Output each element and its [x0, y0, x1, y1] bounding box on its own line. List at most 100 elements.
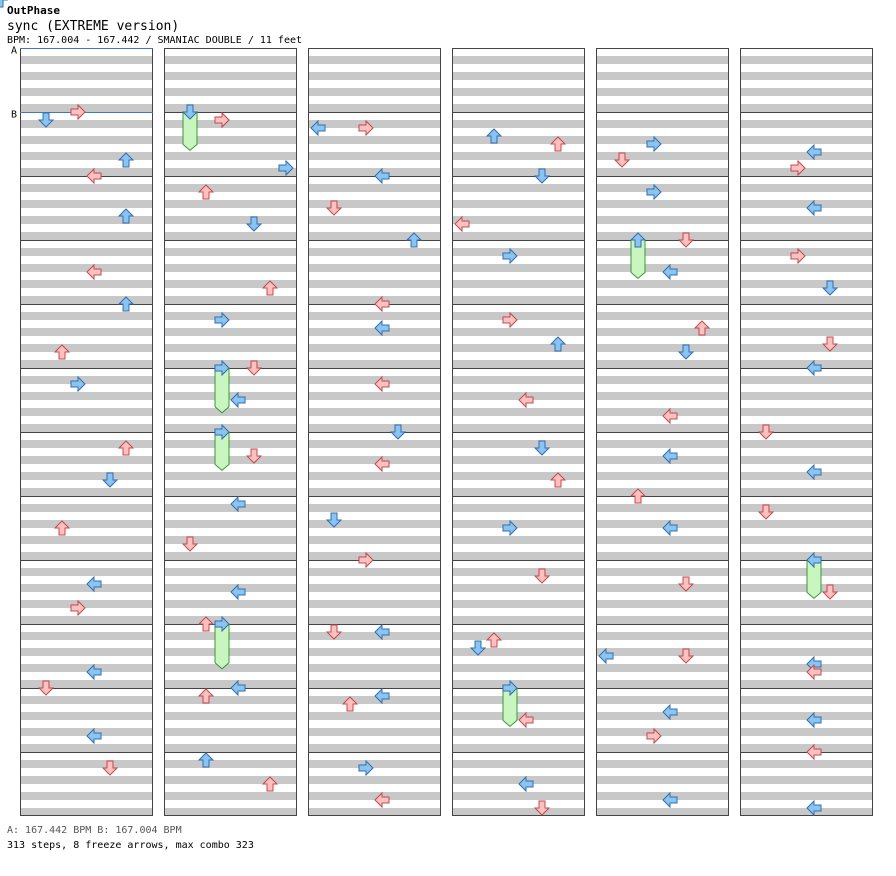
- beat-stripe-light: [164, 432, 297, 440]
- chart-column: [164, 48, 297, 816]
- beat-stripe-light: [164, 672, 297, 680]
- beat-stripe-light: [596, 176, 729, 184]
- beat-stripe-light: [20, 736, 153, 744]
- beat-stripe-light: [452, 128, 585, 136]
- column-border: [596, 48, 729, 816]
- beat-stripe-dark: [596, 360, 729, 368]
- step-arrow-up: [693, 320, 711, 336]
- beat-stripe-dark: [20, 408, 153, 416]
- beat-stripe-light: [452, 48, 585, 56]
- step-arrow-left: [806, 711, 822, 729]
- beat-stripe-light: [20, 80, 153, 88]
- beat-stripe-light: [740, 176, 873, 184]
- beat-stripe-dark: [596, 344, 729, 352]
- beat-stripe-dark: [452, 760, 585, 768]
- beat-stripe-dark: [452, 136, 585, 144]
- beat-stripe-light: [308, 688, 441, 696]
- beat-stripe-dark: [20, 120, 153, 128]
- beat-stripe-dark: [740, 456, 873, 464]
- beat-stripe-dark: [596, 216, 729, 224]
- step-arrow-left: [806, 463, 822, 481]
- beat-stripe-light: [308, 384, 441, 392]
- beat-stripe-light: [596, 656, 729, 664]
- beat-stripe-light: [308, 528, 441, 536]
- beat-stripe-dark: [596, 232, 729, 240]
- beat-stripe-light: [164, 240, 297, 248]
- step-arrow-down: [533, 568, 551, 584]
- step-arrow-left: [86, 575, 102, 593]
- step-arrow-left: [806, 359, 822, 377]
- beat-stripe-dark: [596, 728, 729, 736]
- beat-stripe-light: [596, 752, 729, 760]
- beat-stripe-light: [164, 752, 297, 760]
- beat-stripe-light: [308, 304, 441, 312]
- step-arrow-down: [757, 504, 775, 520]
- step-arrow-left: [230, 495, 246, 513]
- beat-stripe-light: [740, 480, 873, 488]
- beat-stripe-dark: [20, 312, 153, 320]
- step-arrow-down: [533, 168, 551, 184]
- beat-stripe-dark: [308, 472, 441, 480]
- beat-stripe-dark: [164, 72, 297, 80]
- beat-stripe-light: [164, 656, 297, 664]
- beat-stripe-dark: [308, 552, 441, 560]
- beat-stripe-dark: [164, 376, 297, 384]
- beat-stripe-light: [164, 624, 297, 632]
- beat-stripe-dark: [740, 792, 873, 800]
- beat-stripe-dark: [308, 200, 441, 208]
- beat-stripe-dark: [164, 456, 297, 464]
- beat-stripe-dark: [596, 536, 729, 544]
- step-arrow-down: [821, 280, 839, 296]
- beat-stripe-dark: [452, 456, 585, 464]
- beat-stripe-light: [164, 512, 297, 520]
- beat-stripe-dark: [308, 72, 441, 80]
- beat-stripe-light: [740, 272, 873, 280]
- step-arrow-down: [245, 216, 263, 232]
- step-arrow-left: [86, 167, 102, 185]
- beat-stripe-dark: [596, 72, 729, 80]
- beat-stripe-dark: [308, 104, 441, 112]
- step-arrow-left: [374, 375, 390, 393]
- beat-stripe-dark: [20, 184, 153, 192]
- beat-stripe-dark: [308, 696, 441, 704]
- beat-stripe-dark: [308, 152, 441, 160]
- beat-stripe-dark: [452, 408, 585, 416]
- step-arrow-left: [230, 391, 246, 409]
- beat-stripe-light: [20, 336, 153, 344]
- beat-stripe-dark: [164, 168, 297, 176]
- beat-stripe-dark: [308, 376, 441, 384]
- beat-stripe-light: [452, 768, 585, 776]
- beat-stripe-dark: [596, 328, 729, 336]
- beat-stripe-light: [452, 64, 585, 72]
- beat-stripe-light: [452, 432, 585, 440]
- beat-stripe-light: [740, 736, 873, 744]
- beat-stripe-dark: [740, 696, 873, 704]
- beat-stripe-dark: [452, 520, 585, 528]
- beat-stripe-light: [308, 576, 441, 584]
- beat-stripe-dark: [308, 600, 441, 608]
- beat-stripe-light: [596, 576, 729, 584]
- beat-stripe-dark: [452, 296, 585, 304]
- beat-stripe-dark: [740, 136, 873, 144]
- beat-stripe-dark: [20, 552, 153, 560]
- beat-stripe-dark: [596, 664, 729, 672]
- beat-stripe-dark: [164, 696, 297, 704]
- beat-stripe-light: [596, 448, 729, 456]
- beat-stripe-dark: [596, 152, 729, 160]
- beat-stripe-dark: [452, 488, 585, 496]
- beat-stripe-light: [452, 704, 585, 712]
- step-arrow-right: [502, 247, 518, 265]
- step-arrow-right: [70, 103, 86, 121]
- step-arrow-up: [197, 752, 215, 768]
- step-arrow-right: [70, 599, 86, 617]
- beat-stripe-light: [596, 640, 729, 648]
- step-arrow-left: [518, 711, 534, 729]
- beat-stripe-light: [164, 368, 297, 376]
- beat-stripe-dark: [452, 744, 585, 752]
- chart-column: [20, 48, 153, 816]
- step-arrow-left: [86, 263, 102, 281]
- beat-stripe-dark: [452, 728, 585, 736]
- beat-stripe-light: [308, 336, 441, 344]
- beat-stripe-light: [164, 640, 297, 648]
- beat-stripe-light: [452, 512, 585, 520]
